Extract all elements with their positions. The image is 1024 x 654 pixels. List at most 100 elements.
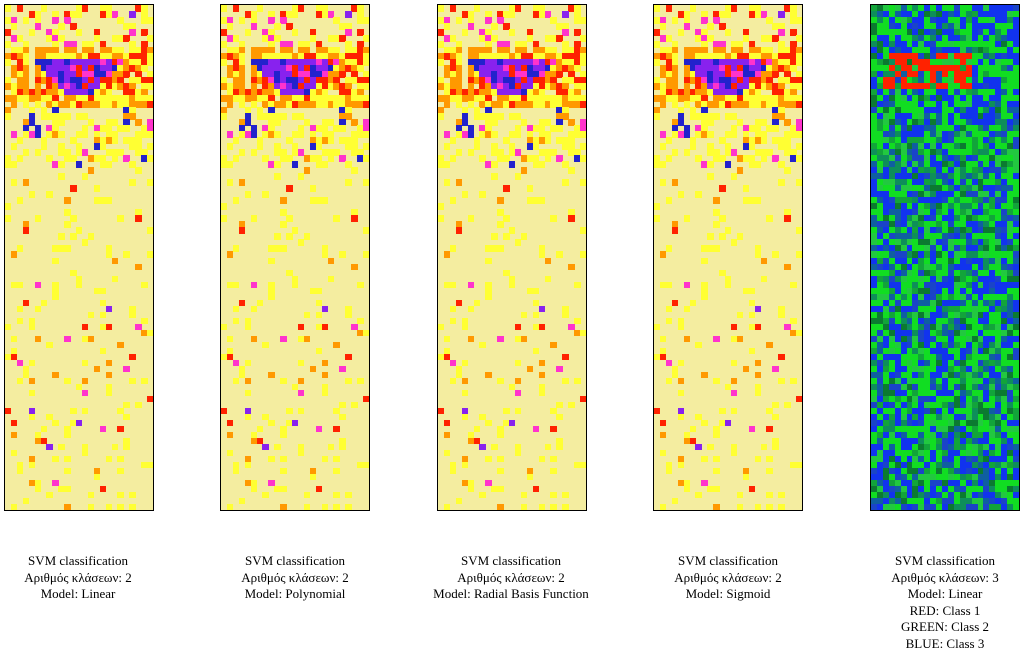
- heatmap-cell: [659, 281, 667, 289]
- heatmap-cell: [280, 17, 287, 24]
- heatmap-cell: [93, 197, 101, 204]
- heatmap-cell: [888, 119, 896, 126]
- heatmap-cell: [900, 11, 907, 18]
- heatmap-cell: [989, 503, 996, 510]
- heatmap-cell: [888, 257, 896, 264]
- heatmap-cell: [912, 389, 919, 397]
- heatmap-cell: [736, 59, 744, 66]
- heatmap-cell: [936, 173, 943, 180]
- heatmap-cell: [568, 143, 575, 150]
- heatmap-cell: [995, 485, 1002, 493]
- heatmap-cell: [983, 233, 990, 240]
- heatmap-cell: [297, 65, 305, 72]
- heatmap-cell: [947, 443, 955, 451]
- heatmap-cell: [105, 5, 113, 12]
- heatmap-cell: [562, 179, 569, 186]
- heatmap-cell: [10, 449, 18, 457]
- heatmap-cell: [796, 143, 802, 150]
- heatmap-cell: [888, 449, 896, 457]
- heatmap-cell: [455, 227, 463, 234]
- heatmap-cell: [977, 161, 984, 168]
- heatmap-cell: [772, 125, 779, 132]
- heatmap-cell: [900, 425, 907, 433]
- heatmap-cell: [99, 287, 107, 295]
- heatmap-cell: [989, 107, 996, 114]
- heatmap-cell: [46, 89, 53, 96]
- heatmap-cell: [947, 281, 955, 289]
- heatmap-cell: [965, 119, 973, 126]
- heatmap-cell: [683, 59, 690, 66]
- heatmap-cell: [274, 143, 281, 150]
- heatmap-cell: [936, 311, 943, 319]
- heatmap-cell: [1013, 461, 1019, 469]
- heatmap-cell: [959, 233, 967, 240]
- heatmap-cell: [93, 137, 101, 144]
- heatmap-cell: [550, 71, 557, 78]
- heatmap-cell: [580, 329, 586, 337]
- heatmap-cell: [129, 65, 136, 72]
- heatmap-cell: [689, 59, 696, 66]
- heatmap-cell: [947, 425, 955, 433]
- heatmap-cell: [772, 155, 779, 162]
- heatmap-cell: [123, 365, 130, 373]
- heatmap-cell: [754, 455, 762, 463]
- heatmap-cell: [965, 251, 973, 258]
- heatmap-cell: [953, 293, 961, 301]
- heatmap-cell: [268, 419, 275, 427]
- heatmap-cell: [719, 185, 726, 192]
- heatmap-cell: [796, 71, 802, 78]
- heatmap-cell: [959, 497, 967, 505]
- heatmap-cell: [514, 149, 522, 156]
- heatmap-cell: [912, 491, 919, 499]
- heatmap-cell: [286, 101, 293, 108]
- heatmap-cell: [906, 17, 913, 24]
- heatmap-cell: [906, 71, 913, 78]
- heatmap-cell: [339, 155, 346, 162]
- heatmap-cell: [34, 131, 41, 138]
- heatmap-cell: [912, 251, 919, 258]
- heatmap-cell: [882, 449, 890, 457]
- heatmap-cell: [959, 413, 967, 421]
- heatmap-cell: [888, 143, 896, 150]
- heatmap-cell: [766, 407, 773, 415]
- heatmap-cell: [76, 149, 83, 156]
- heatmap-cell: [959, 125, 967, 132]
- heatmap-cell: [544, 119, 551, 126]
- heatmap-cell: [918, 341, 925, 349]
- heatmap-cell: [351, 143, 358, 150]
- heatmap-cell: [894, 137, 902, 144]
- caption-class-count: Αριθμός κλάσεων: 3: [891, 569, 999, 585]
- heatmap-cell: [906, 293, 913, 301]
- heatmap-cell: [226, 131, 234, 138]
- heatmap-cell: [1013, 383, 1019, 391]
- heatmap-cell: [10, 95, 18, 102]
- heatmap-cell: [942, 173, 949, 180]
- heatmap-cell: [742, 473, 750, 481]
- heatmap-cell: [924, 365, 931, 373]
- heatmap-cell: [701, 131, 708, 138]
- heatmap-cell: [778, 59, 785, 66]
- heatmap-cell: [790, 89, 797, 96]
- heatmap-cell: [989, 203, 996, 210]
- heatmap-cell: [665, 137, 673, 144]
- heatmap-cell: [989, 173, 996, 180]
- heatmap-cell: [81, 5, 89, 12]
- heatmap-cell: [918, 383, 925, 391]
- heatmap-cell: [748, 95, 756, 102]
- heatmap-cell: [924, 293, 931, 301]
- heatmap-cell: [689, 65, 696, 72]
- heatmap-cell: [87, 83, 95, 90]
- heatmap-cell: [977, 131, 984, 138]
- heatmap-cell: [876, 257, 884, 264]
- heatmap-cell: [580, 101, 586, 108]
- heatmap-cell: [942, 149, 949, 156]
- heatmap-cell: [989, 407, 996, 415]
- heatmap-cell: [894, 371, 902, 379]
- heatmap-cell: [882, 89, 890, 96]
- heatmap-cell: [123, 413, 130, 421]
- heatmap-cell: [503, 137, 510, 144]
- heatmap-cell: [34, 479, 41, 487]
- heatmap-cell: [509, 89, 516, 96]
- heatmap-cell: [455, 17, 463, 24]
- heatmap-cell: [87, 53, 95, 60]
